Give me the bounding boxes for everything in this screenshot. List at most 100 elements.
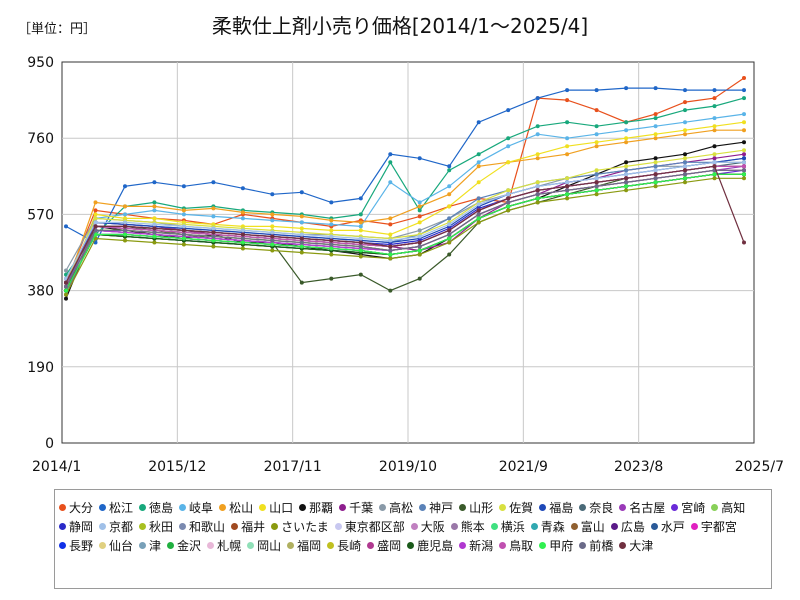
data-point [270,218,275,223]
data-point [417,204,422,209]
legend-item: 長崎 [327,536,361,555]
data-point [152,208,157,213]
legend-item: 金沢 [167,536,201,555]
legend-label: 福岡 [297,539,322,553]
data-point [358,248,363,253]
data-point [712,160,717,165]
data-point [683,132,687,137]
legend-label: 鳥取 [509,539,534,553]
legend-marker-icon [287,542,295,549]
data-point [594,88,599,93]
legend-item: 福井 [231,517,265,536]
data-point [742,176,746,181]
data-point [211,244,216,249]
data-point [447,228,452,233]
legend-label: 奈良 [589,501,614,515]
data-point [653,160,658,165]
legend-marker-icon [450,523,458,530]
data-point [653,112,658,117]
legend-marker-icon [339,504,347,511]
data-point [565,176,570,181]
data-point [270,224,275,229]
data-point [447,204,452,209]
data-point [299,232,304,237]
data-point [211,230,216,235]
data-point [329,222,334,227]
legend-marker-icon [167,542,175,549]
data-point [594,168,599,173]
legend-item: 奈良 [579,498,613,517]
legend-marker-icon [499,504,507,511]
data-point [476,152,481,157]
legend-item: 札幌 [207,536,241,555]
data-point [211,238,216,243]
data-point [447,192,452,197]
data-point [358,228,363,233]
data-point [535,96,540,101]
data-point [152,216,157,221]
legend-label: 佐賀 [509,501,534,515]
data-point [712,88,717,93]
data-point [535,152,540,157]
legend-item: 佐賀 [499,498,533,517]
data-point [417,208,422,213]
legend-label: 山口 [269,501,294,515]
legend-label: 富山 [580,520,605,534]
data-point [417,156,422,161]
data-point [388,238,393,243]
data-point [358,196,363,201]
legend-label: 高知 [721,501,746,515]
data-point [299,244,304,249]
data-point [594,124,599,129]
data-point [594,108,599,113]
legend-marker-icon [99,504,107,511]
legend-marker-icon [539,504,547,511]
legend-label: 福島 [549,501,574,515]
data-point [447,240,452,245]
legend-item: 津 [139,536,161,555]
data-point [742,148,746,153]
data-point [417,248,422,253]
legend-item: 松江 [99,498,133,517]
data-point [683,120,687,125]
legend-label: 仙台 [109,539,134,553]
data-point [653,156,658,161]
legend-item: 広島 [610,517,645,536]
legend-item: 徳島 [139,498,173,517]
data-point [123,212,127,217]
data-point [476,120,481,125]
data-point [388,248,393,253]
data-point [624,128,629,133]
legend-marker-icon [619,542,627,549]
data-point [594,176,599,181]
legend-marker-icon [99,542,107,549]
x-tick-label: 2021/9 [499,459,548,475]
data-point [712,144,717,149]
data-point [123,184,127,189]
legend-marker-icon [407,542,415,549]
legend-item: 岐阜 [179,498,213,517]
data-point [358,212,363,217]
legend-marker-icon [570,523,578,530]
legend-item: 宇都宮 [690,517,737,536]
legend-item: 静岡 [59,517,93,536]
data-point [742,240,746,245]
legend-label: 山形 [469,501,494,515]
legend-label: さいたま [281,520,329,534]
data-point [594,188,599,193]
data-point [712,164,717,169]
data-point [152,200,157,205]
data-point [594,132,599,137]
legend-marker-icon [690,523,698,530]
data-point [181,184,186,189]
data-point [123,220,127,225]
legend-marker-icon [271,523,279,530]
x-tick-label: 2023/8 [614,459,663,475]
data-point [742,152,746,157]
data-point [358,224,363,229]
data-point [388,152,393,157]
data-point [742,140,746,145]
data-point [565,196,570,201]
data-point [417,214,422,219]
legend-marker-icon [530,523,538,530]
